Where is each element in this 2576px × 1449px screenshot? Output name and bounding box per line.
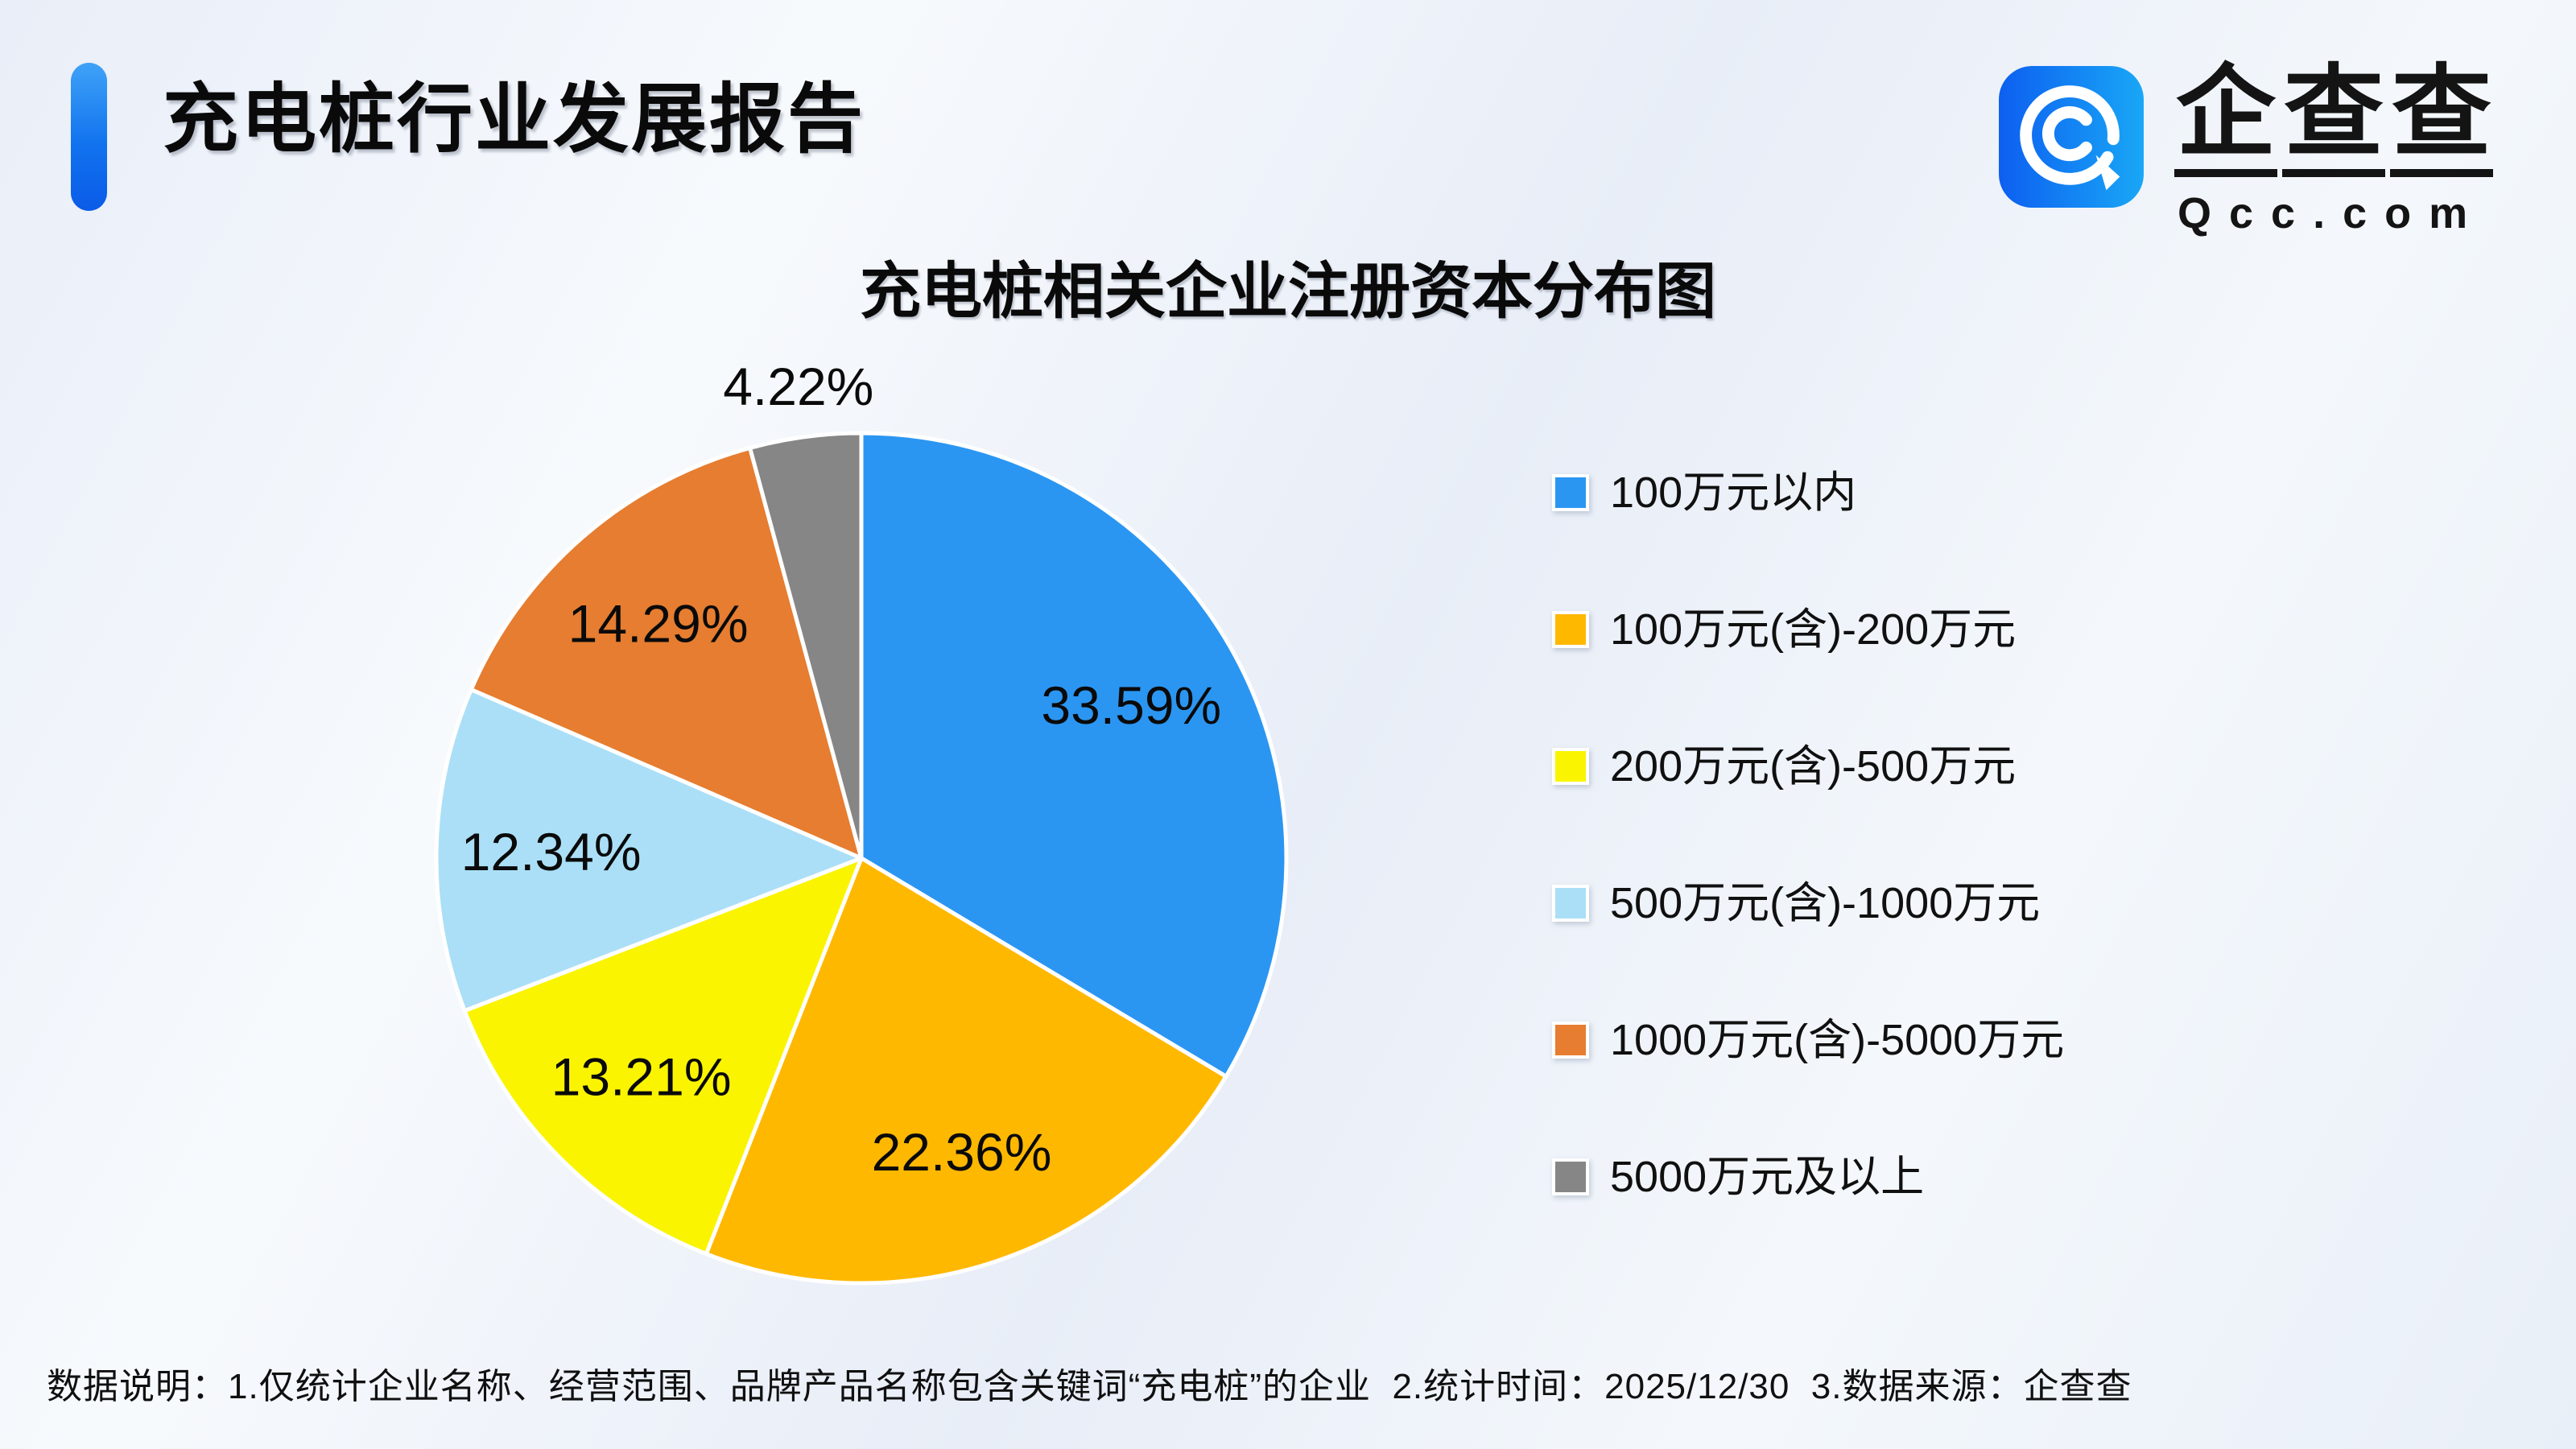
- legend-item: 500万元(含)-1000万元: [1552, 881, 2064, 926]
- qcc-logo-text: 企 查 查 Qcc.com: [2174, 63, 2498, 238]
- legend-marker: [1552, 1158, 1589, 1195]
- pie-slice-3: [462, 856, 864, 1257]
- legend-label: 5000万元及以上: [1610, 1153, 1925, 1201]
- legend-label: 500万元(含)-1000万元: [1610, 879, 2041, 927]
- page-title: 充电桩行业发展报告: [163, 76, 866, 161]
- qcc-brand-name: 企 查 查: [2174, 63, 2498, 177]
- qcc-logo: 企 查 查 Qcc.com: [1999, 63, 2498, 238]
- legend-item: 100万元(含)-200万元: [1552, 607, 2064, 652]
- brand-char: 查: [2390, 63, 2494, 177]
- pie-slice-label-3: 13.21%: [551, 1047, 732, 1107]
- legend-label: 100万元以内: [1610, 469, 1857, 517]
- pie-slice-6: [748, 431, 864, 861]
- pie-slice-label-2: 22.36%: [872, 1122, 1052, 1182]
- pie-slice-label-4: 12.34%: [461, 822, 642, 881]
- pie-slice-2: [704, 856, 1228, 1286]
- legend-item: 100万元以内: [1552, 470, 2064, 515]
- legend-marker: [1552, 748, 1589, 785]
- legend: 100万元以内 100万元(含)-200万元 200万元(含)-500万元 50…: [1552, 470, 2064, 1199]
- legend-label: 200万元(含)-500万元: [1610, 742, 2017, 791]
- pie-slice-label-1: 33.59%: [1041, 675, 1221, 735]
- chart-title: 充电桩相关企业注册资本分布图: [860, 258, 1716, 326]
- legend-marker: [1552, 474, 1589, 511]
- legend-item: 200万元(含)-500万元: [1552, 744, 2064, 789]
- pie-slice-label-6: 4.22%: [723, 357, 873, 416]
- legend-marker: [1552, 611, 1589, 648]
- legend-item: 5000万元及以上: [1552, 1154, 2064, 1199]
- pie-slice-1: [859, 431, 1289, 1079]
- brand-char: 查: [2282, 63, 2386, 177]
- legend-label: 100万元(含)-200万元: [1610, 605, 2017, 654]
- pie-slice-label-5: 14.29%: [568, 594, 749, 654]
- data-source-note: 数据说明：1.仅统计企业名称、经营范围、品牌产品名称包含关键词“充电桩”的企业 …: [47, 1367, 2132, 1406]
- pie-chart: 33.59% 22.36% 13.21% 12.34% 14.29% 4.22%: [434, 357, 1289, 1286]
- legend-item: 1000万元(含)-5000万元: [1552, 1018, 2064, 1063]
- brand-char: 企: [2174, 63, 2278, 177]
- pie-slice-5: [469, 445, 864, 861]
- legend-label: 1000万元(含)-5000万元: [1610, 1016, 2065, 1064]
- qcc-domain-text: Qcc.com: [2178, 188, 2486, 237]
- qcc-magnifier-icon: [1999, 66, 2144, 212]
- title-accent-bar: [71, 63, 107, 211]
- legend-marker: [1552, 885, 1589, 922]
- legend-marker: [1552, 1022, 1589, 1059]
- pie-slice-4: [434, 687, 864, 1013]
